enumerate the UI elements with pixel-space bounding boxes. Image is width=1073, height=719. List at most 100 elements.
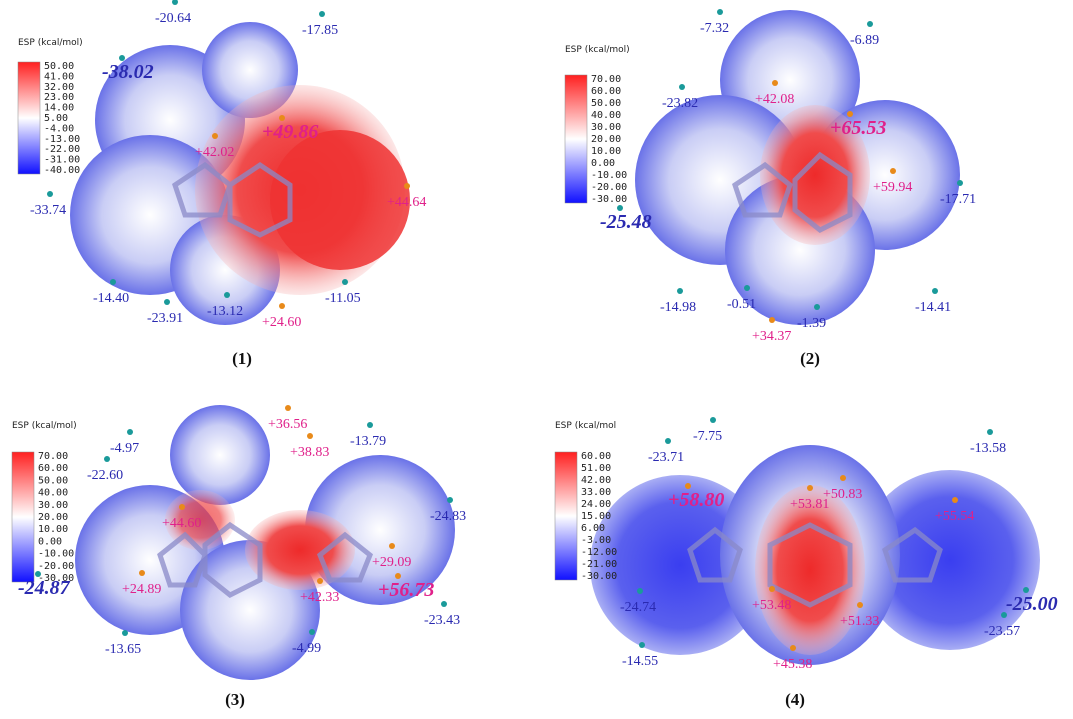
esp-label: -17.71 <box>940 192 976 207</box>
scale-label: 10.00 <box>591 146 621 157</box>
esp-label: -4.97 <box>110 441 139 456</box>
site-dot <box>952 497 958 503</box>
esp-label: -4.99 <box>292 641 321 656</box>
esp-label: -24.87 <box>18 577 71 599</box>
esp-label: +44.60 <box>162 516 201 531</box>
site-dot <box>769 317 775 323</box>
scale-label: 14.00 <box>44 103 74 114</box>
scale-label: -30.00 <box>581 571 617 582</box>
scale-label: 5.00 <box>44 113 68 124</box>
esp-label: -24.74 <box>620 600 656 615</box>
esp-label: +38.83 <box>290 445 329 460</box>
panel-caption: (1) <box>232 349 252 368</box>
scale-label: 41.00 <box>44 71 74 82</box>
scale-label: 70.00 <box>591 74 621 85</box>
color-bar <box>12 452 34 582</box>
scale-label: 60.00 <box>581 451 611 462</box>
site-dot <box>679 84 685 90</box>
scale-label: 0.00 <box>38 536 62 547</box>
scale-label: 0.00 <box>591 158 615 169</box>
esp-label: -13.12 <box>207 304 243 319</box>
site-dot <box>404 183 410 189</box>
esp-label: -13.65 <box>105 642 141 657</box>
esp-label: +24.60 <box>262 315 301 330</box>
legend-title: ESP (kcal/mol <box>555 421 616 431</box>
scale-label: 6.00 <box>581 523 605 534</box>
site-dot <box>319 11 325 17</box>
esp-label: +58.80 <box>668 489 724 511</box>
esp-label: +36.56 <box>268 417 307 432</box>
site-dot <box>389 543 395 549</box>
esp-label: -23.91 <box>147 311 183 326</box>
esp-label: -7.32 <box>700 21 729 36</box>
site-dot <box>957 180 963 186</box>
esp-label: -0.51 <box>727 297 756 312</box>
site-dot <box>307 433 313 439</box>
scale-label: 15.00 <box>581 511 611 522</box>
site-dot <box>367 422 373 428</box>
site-dot <box>867 21 873 27</box>
site-dot <box>790 645 796 651</box>
scale-label: 32.00 <box>44 82 74 93</box>
site-dot <box>637 588 643 594</box>
scale-label: 50.00 <box>591 98 621 109</box>
scale-label: 42.00 <box>581 475 611 486</box>
esp-label: -24.83 <box>430 509 466 524</box>
site-dot <box>772 80 778 86</box>
scale-label: -13.00 <box>44 134 80 145</box>
site-dot <box>212 133 218 139</box>
scale-label: 30.00 <box>38 500 68 511</box>
esp-label: +45.38 <box>773 657 812 672</box>
site-dot <box>279 303 285 309</box>
site-dot <box>224 292 230 298</box>
scale-label: 40.00 <box>591 110 621 121</box>
esp-label: +24.89 <box>122 582 161 597</box>
site-dot <box>665 438 671 444</box>
esp-label: -23.43 <box>424 613 460 628</box>
panel-caption: (2) <box>800 349 820 368</box>
esp-label: +49.86 <box>262 121 318 143</box>
scale-label: 20.00 <box>38 512 68 523</box>
esp-label: +42.08 <box>755 92 794 107</box>
site-dot <box>744 285 750 291</box>
site-dot <box>164 299 170 305</box>
site-dot <box>1001 612 1007 618</box>
scale-label: 40.00 <box>38 488 68 499</box>
esp-label: -20.64 <box>155 11 191 26</box>
esp-label: -14.98 <box>660 300 696 315</box>
site-dot <box>717 9 723 15</box>
esp-label: -23.82 <box>662 96 698 111</box>
site-dot <box>857 602 863 608</box>
site-dot <box>122 630 128 636</box>
color-bar <box>565 75 587 203</box>
site-dot <box>840 475 846 481</box>
color-bar <box>555 452 577 580</box>
site-dot <box>807 485 813 491</box>
esp-label: -25.00 <box>1006 593 1058 615</box>
scale-label: 20.00 <box>591 134 621 145</box>
scale-label: -4.00 <box>44 123 74 134</box>
site-dot <box>139 570 145 576</box>
scale-label: 60.00 <box>38 463 68 474</box>
site-dot <box>285 405 291 411</box>
scale-label: 33.00 <box>581 487 611 498</box>
site-dot <box>814 304 820 310</box>
esp-label: +56.73 <box>378 579 434 601</box>
scale-label: -30.00 <box>591 194 627 205</box>
scale-label: -31.00 <box>44 155 80 166</box>
site-dot <box>342 279 348 285</box>
site-dot <box>710 417 716 423</box>
esp-label: -7.75 <box>693 429 722 444</box>
esp-label: -14.55 <box>622 654 658 669</box>
esp-label: -22.60 <box>87 468 123 483</box>
panel-caption: (4) <box>785 690 805 709</box>
legend-title: ESP (kcal/mol) <box>18 38 83 48</box>
scale-label: -10.00 <box>591 170 627 181</box>
esp-label: +65.53 <box>830 117 886 139</box>
scale-label: 50.00 <box>44 61 74 72</box>
scale-label: 30.00 <box>591 122 621 133</box>
site-dot <box>104 456 110 462</box>
scale-label: 23.00 <box>44 92 74 103</box>
esp-label: +42.33 <box>300 590 339 605</box>
esp-label: -11.05 <box>325 291 361 306</box>
